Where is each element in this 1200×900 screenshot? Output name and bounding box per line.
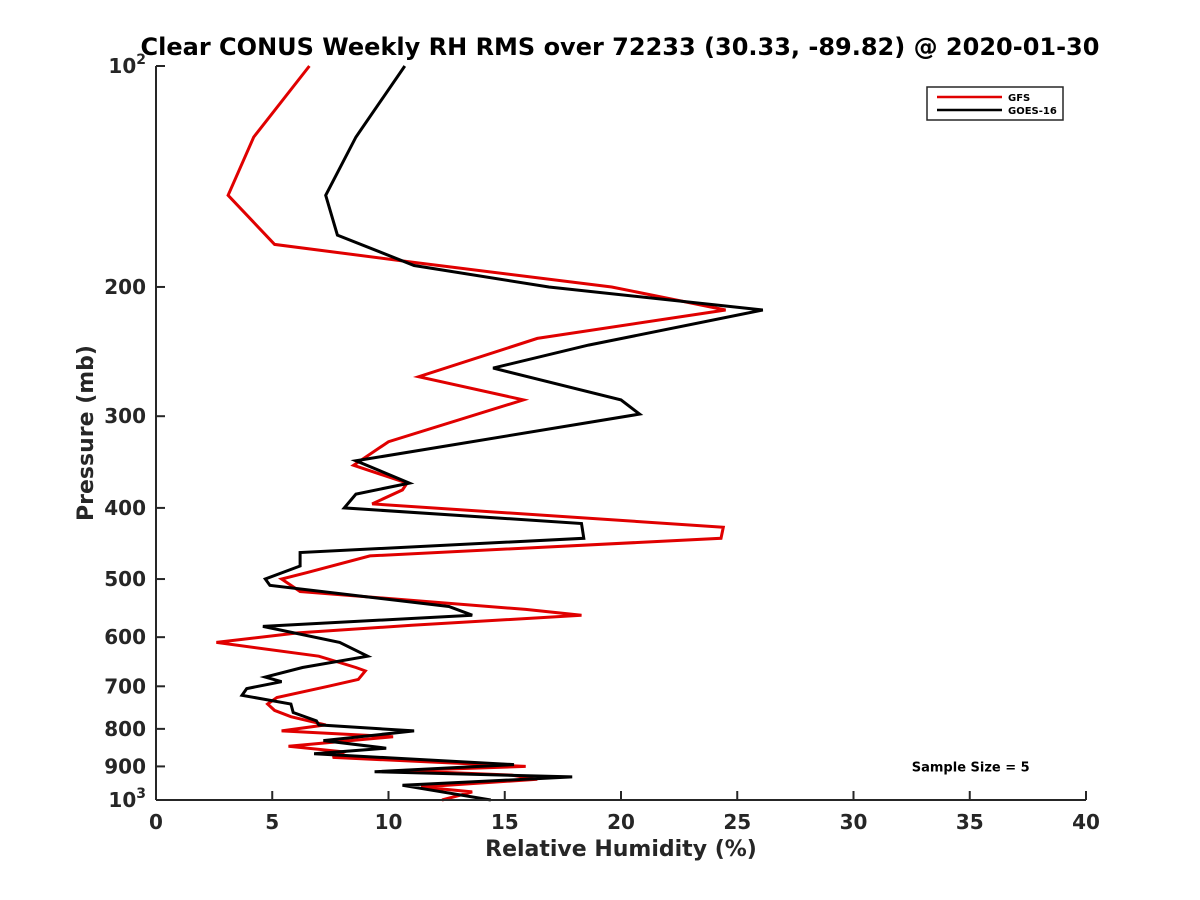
y-tick-label: 200 <box>104 275 146 299</box>
y-tick-label: 600 <box>104 625 146 649</box>
y-tick-label: 300 <box>104 404 146 428</box>
y-tick-label: 500 <box>104 567 146 591</box>
legend: GFS GOES-16 <box>926 86 1064 121</box>
chart-title: Clear CONUS Weekly RH RMS over 72233 (30… <box>141 33 1100 61</box>
legend-box <box>926 86 1064 121</box>
x-tick-label: 10 <box>375 810 403 834</box>
x-axis-ticks: 0 5 10 15 20 25 30 35 40 <box>149 791 1100 834</box>
plot-background <box>156 66 1086 800</box>
series-layer <box>216 65 764 802</box>
x-tick-label: 35 <box>956 810 984 834</box>
series-line-goes16 <box>239 65 764 802</box>
legend-label-goes16: GOES-16 <box>1008 106 1057 117</box>
sample-size-annotation: Sample Size = 5 <box>912 760 1030 775</box>
y-tick-label: 900 <box>104 754 146 778</box>
x-tick-label: 0 <box>149 810 163 834</box>
x-axis-label: Relative Humidity (%) <box>485 837 757 862</box>
x-tick-label: 25 <box>723 810 751 834</box>
y-tick-label: 400 <box>104 496 146 520</box>
x-tick-label: 20 <box>607 810 635 834</box>
x-tick-label: 30 <box>840 810 868 834</box>
y-tick-label: 700 <box>104 674 146 698</box>
x-tick-label: 15 <box>491 810 519 834</box>
y-tick-label: 800 <box>104 717 146 741</box>
legend-label-gfs: GFS <box>1008 93 1030 104</box>
plot-area: 0 5 10 15 20 25 30 35 40 10220030040050060070080… <box>104 52 1100 834</box>
x-tick-label: 5 <box>265 810 279 834</box>
y-axis-label: Pressure (mb) <box>74 345 99 521</box>
x-tick-label: 40 <box>1072 810 1100 834</box>
